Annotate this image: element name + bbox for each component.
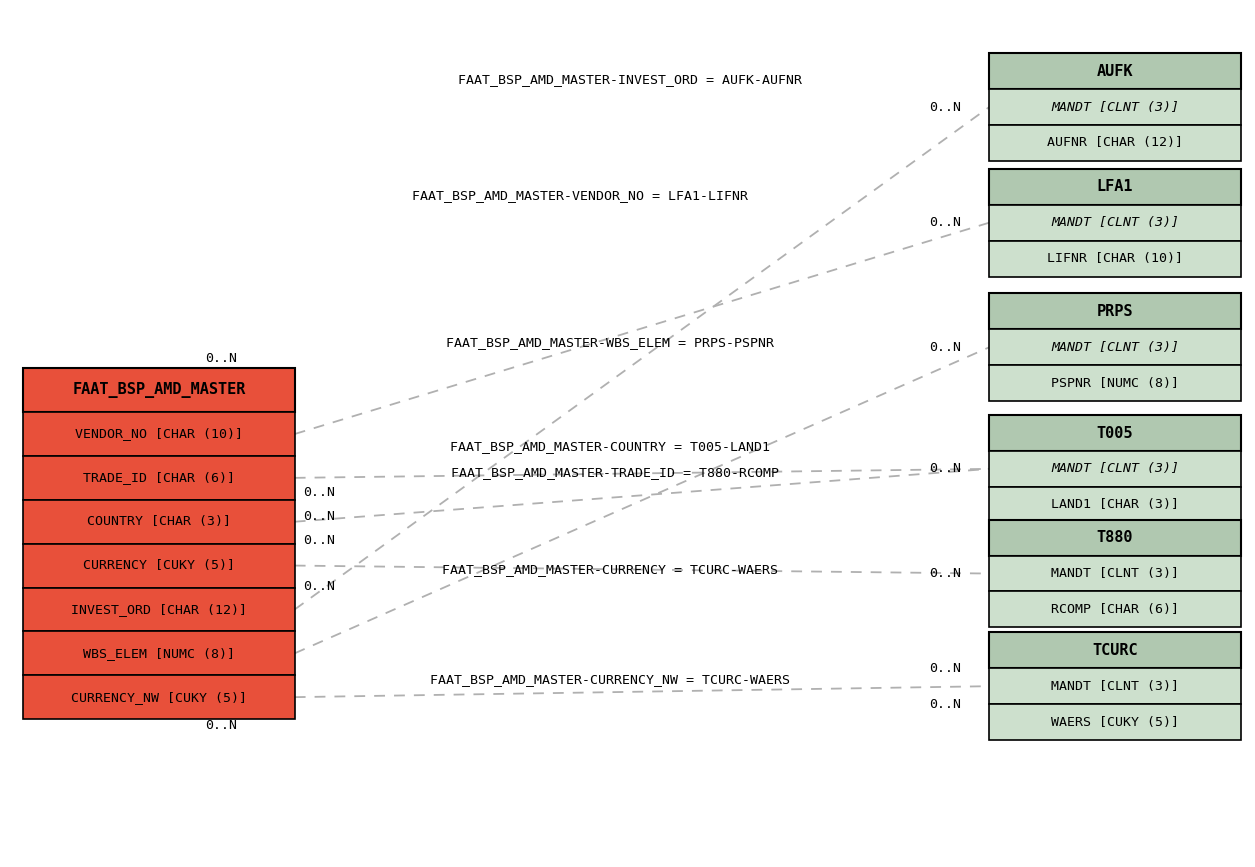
Text: 0..N: 0..N [302, 534, 335, 547]
Text: LAND1 [CHAR (3)]: LAND1 [CHAR (3)] [1050, 499, 1178, 512]
FancyBboxPatch shape [989, 89, 1241, 125]
Text: 0..N: 0..N [929, 341, 961, 354]
FancyBboxPatch shape [989, 169, 1241, 205]
FancyBboxPatch shape [24, 412, 295, 456]
Text: WBS_ELEM [NUMC (8)]: WBS_ELEM [NUMC (8)] [83, 647, 235, 660]
Text: RCOMP [CHAR (6)]: RCOMP [CHAR (6)] [1050, 603, 1178, 616]
FancyBboxPatch shape [989, 53, 1241, 89]
Text: T005: T005 [1097, 426, 1133, 440]
FancyBboxPatch shape [989, 632, 1241, 668]
FancyBboxPatch shape [24, 631, 295, 675]
Text: 0..N: 0..N [302, 580, 335, 593]
Text: PSPNR [NUMC (8)]: PSPNR [NUMC (8)] [1050, 376, 1178, 389]
Text: 0..N: 0..N [205, 352, 237, 365]
FancyBboxPatch shape [989, 519, 1241, 556]
Text: MANDT [CLNT (3)]: MANDT [CLNT (3)] [1050, 680, 1178, 693]
Text: WAERS [CUKY (5)]: WAERS [CUKY (5)] [1050, 715, 1178, 728]
Text: FAAT_BSP_AMD_MASTER-CURRENCY_NW = TCURC-WAERS: FAAT_BSP_AMD_MASTER-CURRENCY_NW = TCURC-… [430, 673, 791, 686]
Text: FAAT_BSP_AMD_MASTER-WBS_ELEM = PRPS-PSPNR: FAAT_BSP_AMD_MASTER-WBS_ELEM = PRPS-PSPN… [446, 336, 774, 349]
Text: 0..N: 0..N [205, 719, 237, 732]
Text: CURRENCY_NW [CUKY (5)]: CURRENCY_NW [CUKY (5)] [72, 691, 247, 704]
Text: 0..N: 0..N [929, 216, 961, 229]
Text: FAAT_BSP_AMD_MASTER-VENDOR_NO = LFA1-LIFNR: FAAT_BSP_AMD_MASTER-VENDOR_NO = LFA1-LIF… [412, 189, 748, 202]
Text: T880: T880 [1097, 530, 1133, 545]
Text: 0..N: 0..N [302, 486, 335, 499]
Text: FAAT_BSP_AMD_MASTER-TRADE_ID = T880-RCOMP: FAAT_BSP_AMD_MASTER-TRADE_ID = T880-RCOM… [451, 466, 779, 479]
Text: VENDOR_NO [CHAR (10)]: VENDOR_NO [CHAR (10)] [75, 427, 243, 440]
Text: INVEST_ORD [CHAR (12)]: INVEST_ORD [CHAR (12)] [72, 603, 247, 616]
Text: LFA1: LFA1 [1097, 179, 1133, 194]
FancyBboxPatch shape [989, 591, 1241, 628]
Text: FAAT_BSP_AMD_MASTER-COUNTRY = T005-LAND1: FAAT_BSP_AMD_MASTER-COUNTRY = T005-LAND1 [451, 440, 771, 453]
Text: CURRENCY [CUKY (5)]: CURRENCY [CUKY (5)] [83, 559, 235, 572]
Text: TRADE_ID [CHAR (6)]: TRADE_ID [CHAR (6)] [83, 472, 235, 485]
Text: LIFNR [CHAR (10)]: LIFNR [CHAR (10)] [1047, 252, 1183, 265]
FancyBboxPatch shape [989, 329, 1241, 365]
Text: MANDT [CLNT (3)]: MANDT [CLNT (3)] [1050, 462, 1178, 475]
FancyBboxPatch shape [24, 675, 295, 719]
Text: FAAT_BSP_AMD_MASTER-INVEST_ORD = AUFK-AUFNR: FAAT_BSP_AMD_MASTER-INVEST_ORD = AUFK-AU… [458, 73, 802, 86]
Text: FAAT_BSP_AMD_MASTER: FAAT_BSP_AMD_MASTER [73, 382, 246, 398]
Text: 0..N: 0..N [929, 662, 961, 675]
Text: COUNTRY [CHAR (3)]: COUNTRY [CHAR (3)] [87, 515, 231, 528]
Text: FAAT_BSP_AMD_MASTER-CURRENCY = TCURC-WAERS: FAAT_BSP_AMD_MASTER-CURRENCY = TCURC-WAE… [442, 563, 778, 576]
FancyBboxPatch shape [989, 451, 1241, 487]
Text: 0..N: 0..N [929, 567, 961, 580]
FancyBboxPatch shape [24, 544, 295, 588]
Text: AUFK: AUFK [1097, 63, 1133, 79]
Text: 0..N: 0..N [929, 462, 961, 475]
Text: MANDT [CLNT (3)]: MANDT [CLNT (3)] [1050, 101, 1178, 114]
FancyBboxPatch shape [989, 365, 1241, 401]
FancyBboxPatch shape [24, 588, 295, 631]
FancyBboxPatch shape [989, 668, 1241, 704]
FancyBboxPatch shape [989, 205, 1241, 241]
FancyBboxPatch shape [24, 499, 295, 544]
FancyBboxPatch shape [989, 415, 1241, 451]
FancyBboxPatch shape [24, 368, 295, 412]
Text: MANDT [CLNT (3)]: MANDT [CLNT (3)] [1050, 567, 1178, 580]
Text: TCURC: TCURC [1092, 642, 1138, 658]
FancyBboxPatch shape [989, 487, 1241, 523]
Text: MANDT [CLNT (3)]: MANDT [CLNT (3)] [1050, 216, 1178, 229]
Text: MANDT [CLNT (3)]: MANDT [CLNT (3)] [1050, 341, 1178, 354]
Text: 0..N: 0..N [929, 698, 961, 711]
Text: AUFNR [CHAR (12)]: AUFNR [CHAR (12)] [1047, 136, 1183, 149]
FancyBboxPatch shape [989, 556, 1241, 591]
FancyBboxPatch shape [989, 293, 1241, 329]
Text: PRPS: PRPS [1097, 304, 1133, 319]
Text: 0..N: 0..N [929, 101, 961, 114]
Text: 0..N: 0..N [302, 511, 335, 523]
FancyBboxPatch shape [989, 704, 1241, 740]
FancyBboxPatch shape [989, 125, 1241, 161]
FancyBboxPatch shape [989, 241, 1241, 277]
FancyBboxPatch shape [24, 456, 295, 499]
